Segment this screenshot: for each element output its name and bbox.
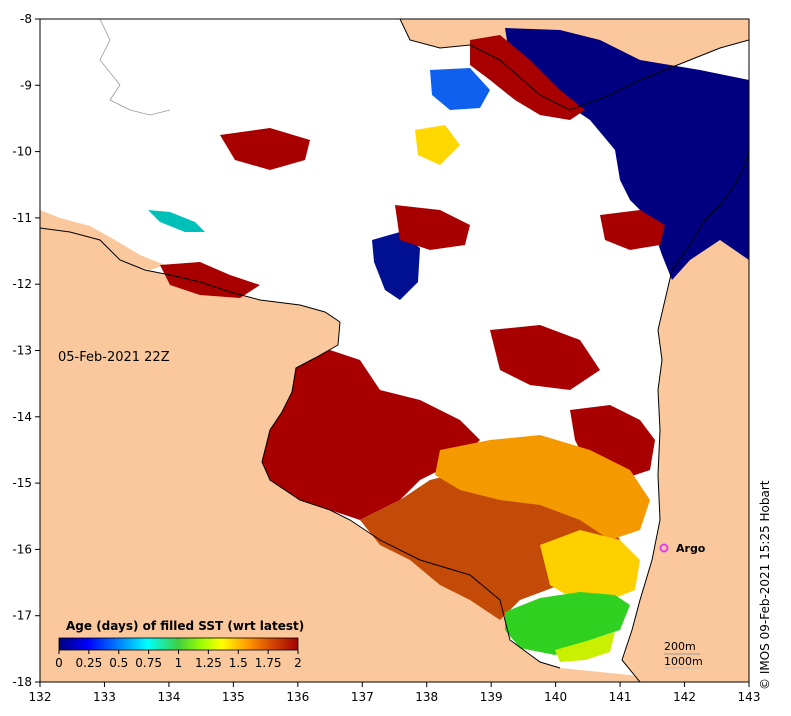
x-tick-label: 137 (351, 690, 374, 704)
sst-red-ne (600, 210, 665, 250)
land-eastern-cape-york (622, 19, 749, 682)
sst-red-nw-1 (220, 128, 310, 170)
colorbar-tick-label: 2 (294, 656, 302, 670)
sst-yellow-south (540, 530, 640, 600)
sst-green-south (505, 592, 630, 655)
colorbar-tick-label: 0.75 (135, 656, 162, 670)
sst-cyan-nw (148, 210, 205, 232)
x-tick-label: 136 (286, 690, 309, 704)
y-tick-label: -13 (12, 344, 32, 358)
colorbar-tick-label: 1.25 (195, 656, 222, 670)
argo-float-icon (659, 543, 669, 553)
land-western (40, 228, 700, 682)
y-tick-label: -10 (12, 145, 32, 159)
x-tick-label: 138 (415, 690, 438, 704)
credit-label: IMOS 09-Feb-2021 15:25 Hobart (758, 480, 772, 675)
y-tick-label: -8 (20, 12, 32, 26)
land-groote-north (40, 210, 165, 270)
x-tick-label: 139 (480, 690, 503, 704)
coastline-north-aus (40, 227, 341, 323)
x-tick-label: 133 (93, 690, 116, 704)
sst-red-center-1 (395, 205, 470, 250)
x-tick-label: 143 (738, 690, 761, 704)
sst-red-north (470, 35, 585, 120)
sst-old-navy-east (505, 28, 749, 280)
depth-scale-legend: 200m 1000m (664, 640, 703, 669)
y-tick-label: -17 (12, 609, 32, 623)
colorbar-tick-label: 0.5 (109, 656, 128, 670)
y-tick-label: -15 (12, 476, 32, 490)
sst-yellow-north (415, 125, 460, 165)
sst-orange-south (435, 435, 650, 540)
sst-yellowgreen-south (555, 632, 615, 662)
depth-1000m-label: 1000m (664, 655, 703, 668)
depth-200m-label: 200m (664, 640, 696, 653)
x-tick-label: 134 (157, 690, 180, 704)
colorbar-title: Age (days) of filled SST (wrt latest) (66, 619, 304, 633)
argo-label: Argo (676, 542, 706, 555)
x-tick-label: 132 (29, 690, 52, 704)
y-tick-label: -18 (12, 675, 32, 689)
sst-red-gulf-main (262, 350, 480, 520)
x-tick-label: 140 (544, 690, 567, 704)
y-tick-label: -9 (20, 78, 32, 92)
argo-marker: Argo (659, 542, 706, 555)
coastline-gulf (261, 321, 561, 669)
colorbar-tick-label: 0.25 (76, 656, 103, 670)
colorbar-tick-label: 1.5 (229, 656, 248, 670)
colorbar-ramp (58, 637, 299, 651)
y-axis: -8 -9 -10 -11 -12 -13 -14 -15 -16 -17 -18 (12, 12, 40, 689)
coastline-cape-york (621, 149, 749, 682)
colorbar-tick-label: 1.75 (255, 656, 282, 670)
y-tick-label: -11 (12, 211, 32, 225)
colorbar-tick-label: 0 (55, 656, 63, 670)
plot-area (40, 19, 749, 682)
timestamp-label: 05-Feb-2021 22Z (58, 350, 170, 365)
colorbar-ticks: 0 0.25 0.5 0.75 1 1.25 1.5 1.75 2 (55, 650, 302, 670)
sst-red-center-2 (490, 325, 600, 390)
sst-blue-north (430, 68, 490, 110)
sst-red-nw-2 (160, 262, 260, 298)
x-tick-label: 135 (222, 690, 245, 704)
x-axis: 132 133 134 135 136 137 138 139 140 141 142 143 (29, 682, 761, 704)
sst-blue-gulf-center (372, 232, 420, 300)
y-tick-label: -12 (12, 277, 32, 291)
coastline-png (399, 19, 749, 111)
y-tick-label: -14 (12, 410, 32, 424)
bathymetry-contour (99, 19, 171, 116)
colorbar-tick-label: 1 (175, 656, 183, 670)
x-tick-label: 142 (673, 690, 696, 704)
x-tick-label: 141 (609, 690, 632, 704)
copyright-symbol: © (758, 678, 772, 690)
y-tick-label: -16 (12, 542, 32, 556)
